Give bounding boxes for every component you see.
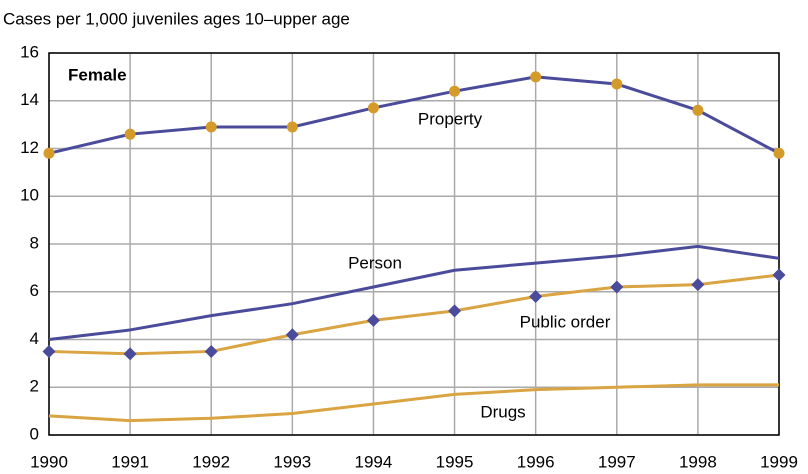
y-tick-label: 4: [30, 329, 39, 348]
y-tick-label: 16: [20, 42, 39, 61]
y-tick-label: 8: [30, 233, 39, 252]
point: [205, 121, 217, 133]
x-tick-label: 1998: [679, 452, 717, 471]
series-label: Person: [348, 253, 402, 272]
x-tick-label: 1992: [192, 452, 230, 471]
x-tick-label: 1991: [111, 452, 149, 471]
point: [204, 344, 218, 358]
point: [691, 278, 705, 292]
y-tick-label: 12: [20, 138, 39, 157]
point: [611, 78, 623, 90]
x-tick-label: 1996: [517, 452, 555, 471]
y-tick-label: 0: [30, 424, 39, 443]
series-line: [48, 383, 779, 423]
x-tick-label: 1999: [760, 452, 798, 471]
point: [367, 102, 379, 114]
x-tick-label: 1994: [355, 452, 393, 471]
point: [448, 304, 462, 318]
point: [449, 85, 461, 97]
y-tick-label: 2: [30, 377, 39, 396]
x-tick-label: 1993: [273, 452, 311, 471]
point: [773, 147, 785, 159]
point: [772, 268, 786, 282]
point: [42, 344, 56, 358]
point: [123, 347, 137, 361]
point: [366, 313, 380, 327]
series-label: Property: [418, 109, 483, 128]
series-label: Public order: [520, 312, 611, 331]
y-tick-label: 10: [20, 186, 39, 205]
chart-title: Cases per 1,000 juveniles ages 10–upper …: [3, 9, 350, 28]
y-tick-label: 14: [20, 90, 39, 109]
point: [530, 71, 542, 83]
series-label: Drugs: [480, 402, 525, 421]
series-line: [48, 273, 780, 356]
series-line: [48, 244, 780, 341]
point: [286, 121, 298, 133]
y-tick-label: 6: [30, 281, 39, 300]
x-tick-label: 1997: [598, 452, 636, 471]
point: [124, 128, 136, 140]
x-tick-label: 1995: [436, 452, 474, 471]
x-tick-label: 1990: [30, 452, 68, 471]
point: [529, 290, 543, 304]
point: [692, 104, 704, 116]
plot-border: [48, 52, 780, 436]
point: [610, 280, 624, 294]
series-line: [48, 75, 780, 155]
annotation: Female: [68, 65, 127, 84]
point: [43, 147, 55, 159]
point: [285, 328, 299, 342]
